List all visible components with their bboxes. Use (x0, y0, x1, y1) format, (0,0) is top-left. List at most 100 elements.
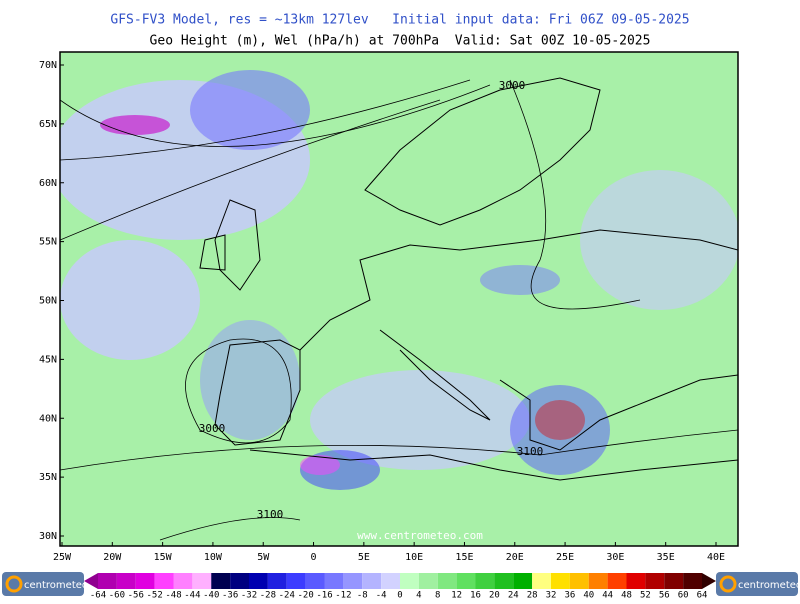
color-box (116, 573, 136, 589)
title: GFS-FV3 Model, res = ~13km 127lev Initia… (110, 13, 689, 28)
lat-label: 45N (39, 354, 57, 365)
lat-label: 40N (39, 413, 57, 424)
lon-label: 40E (707, 552, 725, 563)
lon-label: 30E (606, 552, 624, 563)
contour-label: 3100 (257, 508, 284, 521)
color-box (154, 573, 174, 589)
lat-label: 50N (39, 296, 57, 307)
subtitle: Geo Height (m), Wel (hPa/h) at 700hPa Va… (150, 34, 651, 49)
color-box (362, 573, 382, 589)
lon-label: 15W (154, 552, 173, 563)
axes: 70N 65N 60N 55N 50N 45N 40N 35N 30N 25W 20W 15W 10W 5… (39, 60, 725, 563)
color-box (664, 573, 684, 589)
color-box (400, 573, 419, 589)
color-box (513, 573, 533, 589)
colorbar-label: -32 (241, 591, 257, 601)
color-box (305, 573, 325, 589)
lon-label: 25W (53, 552, 72, 563)
colorbar-label: 64 (697, 591, 708, 601)
colorbar-label: 16 (470, 591, 481, 601)
color-box (192, 573, 212, 589)
colorbar-label: -64 (90, 591, 106, 601)
colorbar-label: -12 (335, 591, 351, 601)
color-box (211, 573, 231, 589)
lon-label: 20W (103, 552, 122, 563)
colorbar-label: 28 (527, 591, 538, 601)
color-arrow (84, 573, 98, 589)
colorbar-label: -4 (376, 591, 387, 601)
contour-label: 3000 (199, 422, 226, 435)
color-box (494, 573, 514, 589)
colorbar-label: -16 (316, 591, 332, 601)
color-box (437, 573, 457, 589)
color-box (324, 573, 344, 589)
lon-label: 25E (556, 552, 574, 563)
colorbar-label: 56 (659, 591, 670, 601)
logo-text: centrometeo (24, 580, 88, 591)
colorbar-label: 40 (583, 591, 594, 601)
colorbar-label: -60 (109, 591, 125, 601)
colorbar-label: -20 (297, 591, 313, 601)
lon-label: 0 (311, 552, 317, 563)
watermark: www.centrometeo.com (357, 529, 483, 542)
colorbar-label: -52 (146, 591, 162, 601)
logo: centrometeo (2, 572, 88, 596)
color-box (551, 573, 570, 589)
color-box (343, 573, 363, 589)
color-box (286, 573, 306, 589)
lon-label: 10E (405, 552, 423, 563)
color-box (475, 573, 495, 589)
colorbar-label: 32 (546, 591, 557, 601)
colorbar-label: 36 (564, 591, 575, 601)
colorbar-label: 0 (397, 591, 402, 601)
colorbar-label: 52 (640, 591, 651, 601)
lat-label: 70N (39, 60, 57, 71)
color-box (588, 573, 608, 589)
colorbar-label: -40 (203, 591, 219, 601)
lat-label: 65N (39, 119, 57, 130)
colorbar-label: 24 (508, 591, 519, 601)
lon-label: 15E (455, 552, 473, 563)
color-box (683, 573, 702, 589)
color-box (569, 573, 589, 589)
color-box (249, 573, 268, 589)
lon-label: 10W (204, 552, 223, 563)
color-box (98, 573, 117, 589)
contour-label: 3000 (499, 79, 526, 92)
lat-label: 35N (39, 472, 57, 483)
color-box (626, 573, 646, 589)
colorbar-label: -48 (165, 591, 181, 601)
lon-label: 20E (506, 552, 524, 563)
colorbar-label: 60 (678, 591, 689, 601)
lat-label: 60N (39, 178, 57, 189)
contour-label: 3100 (517, 445, 544, 458)
color-arrow (702, 573, 716, 589)
map: 3000 3000 3100 3100 www.centrometeo.com (59, 51, 739, 547)
colorbar-label: -44 (184, 591, 200, 601)
colorbar-label: 48 (621, 591, 632, 601)
colorbar-label: 8 (435, 591, 440, 601)
color-box (381, 573, 400, 589)
lat-label: 30N (39, 531, 57, 542)
lat-label: 55N (39, 237, 57, 248)
color-box (418, 573, 438, 589)
color-box (645, 573, 665, 589)
colorbar-label: -8 (357, 591, 368, 601)
colorbar-label: 20 (489, 591, 500, 601)
lon-label: 5W (257, 552, 270, 563)
color-box (532, 573, 551, 589)
colorbar-label: 12 (451, 591, 462, 601)
color-box (135, 573, 155, 589)
colorbar-label: -24 (279, 591, 295, 601)
lon-label: 35E (657, 552, 675, 563)
color-box (267, 573, 287, 589)
colorbar-label: 4 (416, 591, 421, 601)
logo: centrometeo (716, 572, 800, 596)
color-box (456, 573, 476, 589)
color-box (607, 573, 627, 589)
color-box (230, 573, 249, 589)
colorbar-label: -36 (222, 591, 238, 601)
colorbar-label: -56 (128, 591, 144, 601)
colorbar-label: 44 (602, 591, 613, 601)
